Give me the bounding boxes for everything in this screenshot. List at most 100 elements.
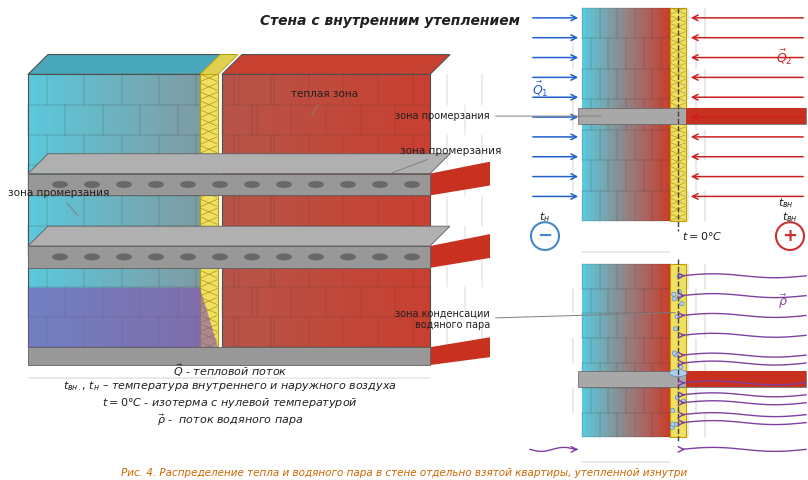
- Polygon shape: [200, 55, 238, 74]
- Polygon shape: [297, 74, 305, 347]
- Bar: [661, 264, 666, 437]
- Polygon shape: [162, 74, 170, 347]
- Polygon shape: [50, 74, 58, 347]
- Circle shape: [677, 383, 681, 387]
- Bar: [635, 8, 640, 221]
- Bar: [657, 264, 662, 437]
- Ellipse shape: [372, 181, 388, 188]
- Circle shape: [677, 295, 681, 299]
- Polygon shape: [230, 74, 239, 347]
- Polygon shape: [200, 74, 208, 347]
- Text: $t = 0°C$ - изотерма с нулевой температурой: $t = 0°C$ - изотерма с нулевой температу…: [102, 396, 358, 410]
- Polygon shape: [247, 74, 256, 347]
- Polygon shape: [305, 74, 314, 347]
- Text: $\vec{\rho}$: $\vec{\rho}$: [778, 292, 788, 311]
- Circle shape: [675, 314, 680, 319]
- Polygon shape: [73, 74, 81, 347]
- Bar: [639, 264, 644, 437]
- Ellipse shape: [116, 181, 132, 188]
- Bar: [578, 108, 806, 124]
- Bar: [661, 8, 666, 221]
- Polygon shape: [330, 74, 339, 347]
- Bar: [595, 8, 600, 221]
- Polygon shape: [405, 74, 414, 347]
- Polygon shape: [65, 74, 74, 347]
- Polygon shape: [339, 74, 347, 347]
- Circle shape: [670, 425, 675, 430]
- Bar: [648, 8, 653, 221]
- Ellipse shape: [404, 253, 420, 260]
- Text: $\vec{\rho}$ -  поток водяного пара: $\vec{\rho}$ - поток водяного пара: [157, 413, 303, 429]
- Ellipse shape: [276, 181, 292, 188]
- Polygon shape: [272, 74, 280, 347]
- Circle shape: [671, 422, 675, 426]
- Polygon shape: [208, 74, 216, 347]
- Text: $\vec{Q}_1$: $\vec{Q}_1$: [532, 80, 549, 99]
- Bar: [648, 264, 653, 437]
- Text: Стена с внутренним утеплением: Стена с внутренним утеплением: [260, 14, 520, 28]
- Bar: [626, 8, 631, 221]
- Bar: [635, 264, 640, 437]
- Polygon shape: [430, 337, 490, 365]
- Polygon shape: [380, 74, 389, 347]
- Bar: [604, 8, 609, 221]
- Ellipse shape: [148, 181, 164, 188]
- Polygon shape: [28, 55, 235, 74]
- Text: $t_{вн}$: $t_{вн}$: [782, 210, 797, 224]
- Ellipse shape: [180, 181, 196, 188]
- Bar: [578, 371, 806, 387]
- Polygon shape: [148, 74, 156, 347]
- Polygon shape: [314, 74, 322, 347]
- Ellipse shape: [244, 253, 260, 260]
- Circle shape: [681, 399, 686, 403]
- Bar: [591, 8, 595, 221]
- Polygon shape: [414, 74, 422, 347]
- Circle shape: [675, 422, 679, 427]
- Text: зона промерзания: зона промерзания: [395, 111, 601, 121]
- Bar: [608, 8, 613, 221]
- Polygon shape: [422, 74, 431, 347]
- Ellipse shape: [84, 181, 100, 188]
- Bar: [670, 8, 686, 221]
- Polygon shape: [133, 74, 141, 347]
- Circle shape: [677, 274, 681, 278]
- Circle shape: [671, 408, 675, 413]
- Text: зона промерзания: зона промерзания: [8, 189, 109, 216]
- Polygon shape: [280, 74, 289, 347]
- Polygon shape: [322, 74, 330, 347]
- Polygon shape: [28, 288, 218, 347]
- Polygon shape: [28, 154, 450, 174]
- Polygon shape: [185, 74, 193, 347]
- Polygon shape: [397, 74, 406, 347]
- Circle shape: [679, 365, 683, 369]
- Polygon shape: [95, 74, 103, 347]
- Polygon shape: [28, 347, 430, 365]
- Polygon shape: [430, 162, 490, 195]
- Bar: [617, 264, 622, 437]
- Ellipse shape: [116, 253, 132, 260]
- Polygon shape: [118, 74, 126, 347]
- Bar: [652, 264, 657, 437]
- Text: Рис. 4. Распределение тепла и водяного пара в стене отдельно взятой квартиры, ут: Рис. 4. Распределение тепла и водяного п…: [121, 468, 687, 478]
- Bar: [666, 264, 671, 437]
- Bar: [626, 264, 631, 437]
- Polygon shape: [255, 74, 264, 347]
- Polygon shape: [222, 55, 450, 74]
- Polygon shape: [28, 246, 430, 268]
- Ellipse shape: [308, 253, 324, 260]
- Polygon shape: [28, 174, 430, 195]
- Polygon shape: [288, 74, 297, 347]
- Polygon shape: [125, 74, 133, 347]
- Text: зона конденсации
водяного пара: зона конденсации водяного пара: [395, 309, 675, 330]
- Bar: [587, 8, 591, 221]
- Polygon shape: [364, 74, 372, 347]
- Ellipse shape: [212, 181, 228, 188]
- Ellipse shape: [52, 181, 68, 188]
- Polygon shape: [141, 74, 148, 347]
- Ellipse shape: [244, 181, 260, 188]
- Bar: [670, 264, 686, 437]
- Polygon shape: [58, 74, 66, 347]
- Ellipse shape: [372, 253, 388, 260]
- Ellipse shape: [404, 181, 420, 188]
- Text: зона промерзания: зона промерзания: [393, 146, 502, 173]
